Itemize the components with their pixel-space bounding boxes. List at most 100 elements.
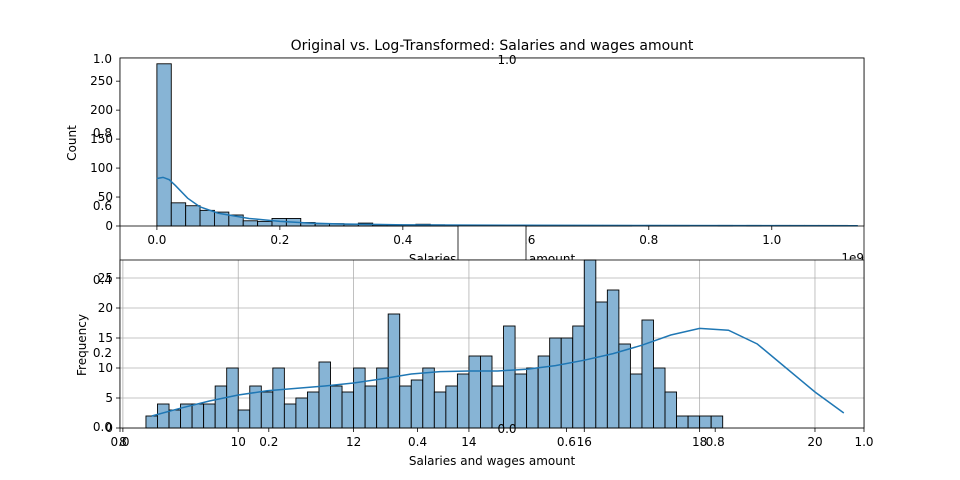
background-x-tick-label: 0.6 xyxy=(557,435,576,449)
histogram-bar xyxy=(399,385,412,429)
histogram-bar xyxy=(387,313,401,429)
y-tick-label: 200 xyxy=(90,103,113,117)
histogram-bar xyxy=(606,289,620,429)
histogram-bar xyxy=(445,385,458,429)
bottom-x-axis-label: Salaries and wages amount xyxy=(409,454,576,468)
histogram-bar xyxy=(199,209,215,227)
histogram-bar xyxy=(191,403,205,429)
background-stray-labels: 1.0 0.8 0.6 0.4 0.2 0.0 1.0 0.0 xyxy=(93,52,517,436)
histogram-bar xyxy=(422,367,435,429)
top-kde-line xyxy=(156,176,858,227)
histogram-bar xyxy=(214,385,228,429)
histogram-bar xyxy=(341,391,355,429)
histogram-bar xyxy=(572,325,585,429)
histogram-bar xyxy=(710,415,724,429)
bottom-y-axis-label: Frequency xyxy=(75,314,89,376)
histogram-bar xyxy=(226,367,239,429)
background-stray-label: 0.8 xyxy=(93,126,112,140)
histogram-bar xyxy=(699,415,712,429)
x-tick-label: 0.8 xyxy=(639,233,658,247)
histogram-bar xyxy=(549,337,562,429)
bottom-y-ticks: 0 5 10 15 20 25 xyxy=(98,271,120,435)
y-tick-label: 0 xyxy=(105,421,113,435)
histogram-bar xyxy=(526,367,539,429)
background-stray-label: 0.0 xyxy=(497,422,516,436)
histogram-bar xyxy=(595,301,608,429)
x-tick-label: 18 xyxy=(692,435,707,449)
histogram-bar xyxy=(364,385,378,429)
x-tick-label: 10 xyxy=(231,435,246,449)
background-stray-label: 1.0 xyxy=(497,53,516,67)
histogram-bar xyxy=(185,205,201,227)
y-tick-label: 5 xyxy=(105,391,113,405)
histogram-bar xyxy=(168,409,182,429)
histogram-bar xyxy=(260,391,274,429)
histogram-bar xyxy=(456,373,470,429)
x-tick-label: 20 xyxy=(807,435,822,449)
histogram-bar xyxy=(653,367,666,429)
histogram-bar xyxy=(306,391,320,429)
histogram-bar xyxy=(170,202,187,227)
y-tick-label: 100 xyxy=(90,161,113,175)
y-tick-label: 15 xyxy=(98,331,113,345)
background-x-tick-label: 0.0 xyxy=(110,435,129,449)
histogram-bar xyxy=(157,403,170,429)
histogram-bar xyxy=(560,337,574,429)
histogram-bar xyxy=(318,361,331,429)
histogram-bar xyxy=(410,379,424,429)
histogram-bar xyxy=(664,391,678,429)
histogram-bar xyxy=(203,403,216,429)
histogram-bar xyxy=(641,319,654,429)
histogram-bar xyxy=(433,391,447,429)
background-x-tick-label: 0.4 xyxy=(408,435,427,449)
histogram-bar xyxy=(156,63,172,227)
histogram-bar xyxy=(242,220,259,227)
background-stray-label: 0.6 xyxy=(93,199,112,213)
y-tick-label: 10 xyxy=(98,361,113,375)
histogram-bar xyxy=(376,367,389,429)
x-tick-label: 0.0 xyxy=(147,233,166,247)
histogram-bar xyxy=(676,415,689,429)
x-tick-label: 14 xyxy=(461,435,476,449)
histogram-bar xyxy=(283,403,297,429)
y-tick-label: 150 xyxy=(90,132,113,146)
histogram-bar xyxy=(145,415,158,429)
x-tick-label: 8 xyxy=(119,435,127,449)
histogram-bar xyxy=(272,367,285,429)
background-stray-label: 0.2 xyxy=(93,346,112,360)
inset-gap-box xyxy=(457,225,527,261)
x-tick-label: 12 xyxy=(346,435,361,449)
histogram-bar xyxy=(687,415,701,429)
top-y-ticks: 0 50 100 150 200 250 xyxy=(90,74,120,233)
histogram-bar xyxy=(618,343,631,429)
histogram-bar xyxy=(514,373,528,429)
histogram-bar xyxy=(330,385,343,429)
histogram-bar xyxy=(468,355,481,429)
histogram-bar xyxy=(583,259,597,429)
background-stray-label: 1.0 xyxy=(93,52,112,66)
top-y-axis-label: Count xyxy=(65,125,79,161)
bottom-x-ticks: 8 10 12 14 16 18 20 xyxy=(119,428,823,449)
x-tick-label: 16 xyxy=(577,435,592,449)
x-tick-label: 0.2 xyxy=(270,233,289,247)
bottom-histogram-axes: 8 10 12 14 16 18 20 0 5 10 15 20 25 Salaries and wa… xyxy=(75,259,865,468)
top-axes-background xyxy=(120,58,864,226)
y-tick-label: 20 xyxy=(98,301,113,315)
y-tick-label: 25 xyxy=(98,271,113,285)
y-tick-label: 250 xyxy=(90,74,113,88)
background-stray-label: 0.4 xyxy=(93,273,112,287)
histogram-bar xyxy=(629,373,643,429)
histogram-bar xyxy=(237,409,251,429)
bottom-kde-line xyxy=(151,327,845,417)
histogram-bar xyxy=(353,367,366,429)
background-x-tick-label: 1.0 xyxy=(854,435,873,449)
y-tick-label: 0 xyxy=(105,219,113,233)
x-tick-label: 0.4 xyxy=(393,233,412,247)
chart-title: Original vs. Log-Transformed: Salaries a… xyxy=(291,38,694,54)
background-x-tick-label: 0.8 xyxy=(706,435,725,449)
bottom-axes-frame xyxy=(119,259,865,429)
histogram-bar xyxy=(295,397,308,429)
y-tick-label: 50 xyxy=(98,190,113,204)
x-tick-label: 1.0 xyxy=(762,233,781,247)
